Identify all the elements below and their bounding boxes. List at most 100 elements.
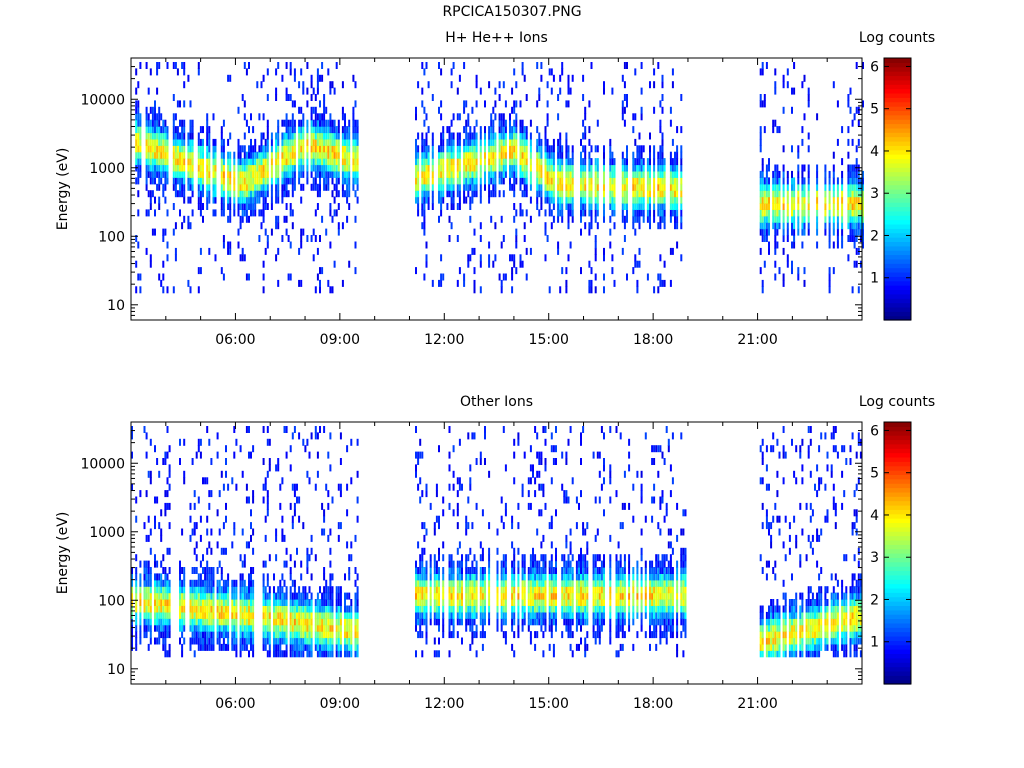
heatmap-cell (816, 241, 819, 249)
heatmap-cell (851, 222, 854, 230)
heatmap-cell (529, 119, 532, 127)
heatmap-cell (847, 203, 850, 210)
heatmap-cell (467, 170, 470, 178)
heatmap-cell (513, 586, 516, 594)
heatmap-cell (279, 605, 282, 613)
heatmap-cell (220, 177, 223, 185)
heatmap-cell (149, 119, 152, 127)
heatmap-cell (473, 247, 476, 255)
heatmap-cell (235, 599, 238, 606)
heatmap-cell (484, 177, 486, 185)
heatmap-cell (314, 145, 317, 153)
heatmap-cell (316, 170, 319, 178)
heatmap-cell (561, 164, 564, 172)
heatmap-cell (341, 132, 344, 140)
heatmap-cell (179, 190, 181, 198)
heatmap-cell (329, 87, 332, 95)
heatmap-cell (321, 113, 324, 121)
heatmap-cell (321, 267, 324, 275)
heatmap-cell (218, 624, 221, 632)
heatmap-cell (183, 624, 186, 632)
heatmap-cell (596, 190, 599, 198)
heatmap-cell (252, 158, 255, 166)
heatmap-cell (179, 151, 181, 159)
heatmap-cell (341, 113, 344, 121)
heatmap-cell (632, 158, 635, 166)
heatmap-cell (521, 190, 524, 198)
heatmap-cell (634, 203, 637, 210)
heatmap-cell (765, 177, 768, 185)
heatmap-cell (287, 138, 290, 146)
heatmap-cell (266, 94, 269, 101)
heatmap-cell (431, 177, 434, 185)
heatmap-cell (166, 209, 169, 217)
heatmap-cell (803, 113, 806, 121)
heatmap-cell (465, 119, 468, 127)
heatmap-cell (337, 522, 340, 530)
heatmap-cell (337, 611, 340, 619)
heatmap-cell (137, 126, 140, 134)
heatmap-cell (281, 235, 284, 242)
heatmap-cell (189, 151, 192, 159)
heatmap-cell (143, 586, 146, 594)
heatmap-cell (314, 126, 317, 134)
heatmap-cell (515, 138, 518, 146)
heatmap-cell (279, 631, 282, 639)
heatmap-cell (521, 611, 524, 619)
heatmap-cell (525, 170, 528, 178)
heatmap-cell (465, 126, 468, 134)
heatmap-cell (321, 138, 324, 146)
heatmap-cell (521, 579, 524, 587)
heatmap-cell (550, 177, 553, 185)
heatmap-cell (463, 126, 466, 134)
heatmap-cell (183, 579, 186, 587)
heatmap-cell (456, 560, 459, 568)
heatmap-cell (210, 631, 213, 639)
colorbar-cell (884, 289, 911, 295)
heatmap-cell (609, 151, 612, 159)
heatmap-cell (465, 592, 468, 600)
heatmap-cell (525, 247, 528, 255)
heatmap-cell (327, 637, 330, 645)
heatmap-cell (425, 145, 428, 153)
heatmap-cell (419, 586, 422, 594)
heatmap-cell (310, 145, 313, 153)
heatmap-cell (329, 611, 332, 619)
heatmap-cell (287, 151, 290, 159)
heatmap-cell (227, 164, 230, 172)
heatmap-cell (517, 438, 520, 446)
heatmap-cell (527, 624, 530, 632)
heatmap-cell (145, 631, 148, 639)
heatmap-cell (498, 158, 501, 166)
heatmap-cell (202, 624, 204, 632)
heatmap-cell (473, 631, 476, 639)
heatmap-cell (333, 119, 336, 127)
heatmap-cell (841, 177, 844, 185)
heatmap-cell (327, 126, 330, 134)
heatmap-cell (504, 170, 507, 178)
heatmap-cell (469, 203, 472, 210)
heatmap-cell (346, 183, 349, 191)
heatmap-cell (502, 522, 505, 530)
heatmap-cell (314, 170, 317, 178)
heatmap-cell (354, 100, 357, 108)
heatmap-cell (289, 618, 292, 626)
heatmap-cell (316, 158, 319, 166)
heatmap-cell (465, 177, 468, 185)
heatmap-cell (638, 190, 641, 198)
heatmap-cell (206, 164, 209, 172)
heatmap-cell (181, 528, 184, 536)
heatmap-cell (793, 209, 796, 217)
heatmap-cell (156, 560, 159, 568)
heatmap-cell (300, 650, 303, 658)
heatmap-cell (245, 643, 248, 651)
heatmap-cell (855, 62, 858, 69)
heatmap-cell (446, 190, 449, 198)
heatmap-cell (791, 203, 793, 210)
heatmap-cell (488, 126, 491, 134)
heatmap-cell (191, 624, 194, 632)
heatmap-cell (341, 164, 344, 172)
heatmap-cell (791, 87, 793, 95)
heatmap-cell (356, 605, 359, 613)
heatmap-cell (241, 203, 244, 210)
